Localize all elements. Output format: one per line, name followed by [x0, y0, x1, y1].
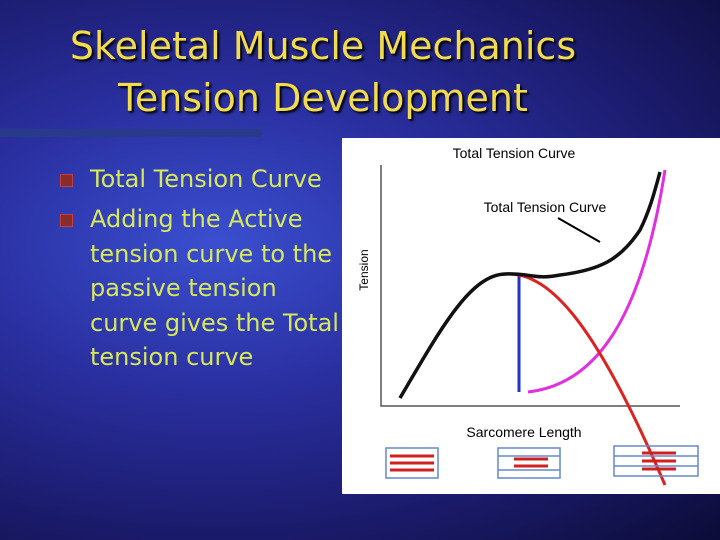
total-curve	[398, 171, 662, 399]
bullet-line: passive tension	[90, 274, 277, 302]
annotation-arrow	[557, 217, 601, 243]
bullet-line: curve gives the Total	[90, 308, 339, 337]
y-axis-label: Tension	[357, 249, 371, 290]
bullet-marker	[60, 214, 73, 227]
bullet-item: Total Tension Curve	[60, 162, 322, 197]
bullet-marker	[60, 174, 73, 187]
figure-annotation: Total Tension Curve	[484, 199, 607, 215]
bullet-item: Adding the Active tension curve to the pas…	[60, 202, 339, 375]
bullet-line: Adding the Active	[90, 205, 303, 233]
axes	[380, 165, 680, 407]
figure: Total Tension Curve Total Tension Curve …	[342, 138, 720, 494]
bullet-line: Total Tension Curve	[90, 165, 322, 193]
figure-svg: Total Tension Curve Total Tension Curve …	[357, 145, 699, 486]
bullet-line: tension curve	[90, 343, 254, 371]
figure-title: Total Tension Curve	[453, 145, 576, 161]
slide-title: Skeletal Muscle Mechanics	[69, 24, 577, 68]
active-curve	[398, 272, 667, 486]
passive-curve	[527, 169, 667, 394]
title-rule	[0, 129, 262, 137]
sarcomere-diagrams	[385, 445, 699, 479]
x-axis-label: Sarcomere Length	[466, 424, 581, 440]
bullet-line: tension curve to the	[90, 239, 333, 268]
slide-subtitle: Tension Development	[118, 76, 528, 120]
